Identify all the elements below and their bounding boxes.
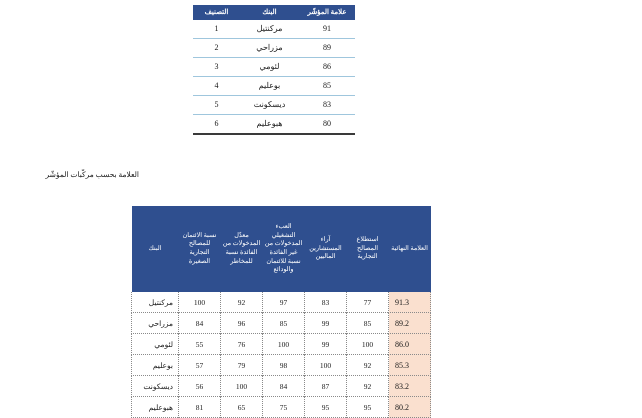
table-row: 86.0 100 99 100 76 55 لئومي [131,333,431,355]
detail-header-advisors-opinion: آراء المستشارين الماليين [304,206,347,292]
ranking-cell-rank: 3 [193,56,240,77]
detail-cell-advisors-opinion: 87 [304,375,347,397]
table-row: 89 مزراحي 2 [193,37,355,58]
bank-index-ranking-table: علامة المؤشّر البنك التصنيف 91 مركنتيل 1… [193,5,355,135]
table-row: 83.2 92 87 84 100 56 ديسكونت [131,375,431,397]
ranking-cell-score: 89 [299,37,355,58]
chart-caption: العلامة بحسب مركّبات المؤشّر [45,170,139,179]
detail-cell-advisors-opinion: 99 [304,333,347,355]
detail-table-container: العلامة النهائية استطلاع المصالح التجاري… [131,206,431,418]
detail-table-head: العلامة النهائية استطلاع المصالح التجاري… [131,206,431,292]
ranking-cell-rank: 4 [193,75,240,96]
ranking-table-head: علامة المؤشّر البنك التصنيف [193,5,355,20]
detail-cell-business-survey: 92 [346,354,389,376]
detail-cell-operating-burden: 97 [262,292,305,313]
table-row: 80.2 95 95 75 65 81 هبوعليم [131,396,431,418]
detail-cell-bank: بوعليم [131,354,179,376]
detail-cell-small-business-credit: 100 [178,292,221,313]
ranking-cell-score: 86 [299,56,355,77]
ranking-cell-bank: مركنتيل [256,24,283,34]
ranking-cell-score: 80 [299,113,355,135]
detail-header-final-score: العلامة النهائية [388,206,431,292]
detail-cell-bank: مركنتيل [131,292,179,313]
ranking-cell-bank: مزراحي [240,37,299,58]
detail-header-business-survey: استطلاع المصالح التجارية [346,206,389,292]
ranking-table-container: علامة المؤشّر البنك التصنيف 91 مركنتيل 1… [193,5,355,135]
detail-cell-operating-burden: 100 [262,333,305,355]
detail-header-operating-burden: العبء التشغيلي المدخولات من غير الفائدة … [262,206,305,292]
detail-cell-interest-income-rate: 65 [220,396,263,418]
detail-cell-small-business-credit: 57 [178,354,221,376]
ranking-cell-score: 91 [323,24,331,34]
detail-header-interest-income-rate: معدّل المدخولات من الفائدة نسبة للمخاطر [220,206,263,292]
ranking-header-row: علامة المؤشّر البنك التصنيف [193,5,355,20]
table-row: 89.2 85 99 85 96 84 مزراحي [131,312,431,334]
ranking-cell-bank: لئومي [240,56,299,77]
detail-cell-final-score: 83.2 [388,375,431,397]
ranking-header-score: علامة المؤشّر [299,5,355,20]
ranking-header-bank: البنك [240,5,299,20]
detail-cell-operating-burden: 75 [262,396,305,418]
detail-cell-small-business-credit: 55 [178,333,221,355]
detail-cell-interest-income-rate: 100 [220,375,263,397]
detail-cell-small-business-credit: 56 [178,375,221,397]
ranking-cell-rank: 2 [193,37,240,58]
detail-cell-advisors-opinion: 100 [304,354,347,376]
detail-cell-operating-burden: 98 [262,354,305,376]
detail-cell-bank: لئومي [131,333,179,355]
detail-cell-advisors-opinion: 83 [304,292,347,313]
detail-cell-operating-burden: 85 [262,312,305,334]
ranking-cell-rank: 1 [214,24,219,34]
detail-header-row: العلامة النهائية استطلاع المصالح التجاري… [131,206,431,292]
detail-cell-small-business-credit: 81 [178,396,221,418]
table-row: 85 بوعليم 4 [193,75,355,96]
detail-cell-operating-burden: 84 [262,375,305,397]
detail-cell-final-score: 80.2 [388,396,431,418]
ranking-header-rank: التصنيف [193,5,240,20]
detail-cell-final-score: 86.0 [388,333,431,355]
table-row: 86 لئومي 3 [193,56,355,77]
ranking-cell-bank: بوعليم [240,75,299,96]
detail-cell-final-score: 85.3 [388,354,431,376]
table-row: 91 مركنتيل 1 [193,20,355,39]
detail-cell-interest-income-rate: 96 [220,312,263,334]
detail-header-bank: البنك [131,206,179,292]
index-components-table: العلامة النهائية استطلاع المصالح التجاري… [131,206,431,418]
detail-cell-business-survey: 95 [346,396,389,418]
ranking-table-body: 91 مركنتيل 1 89 مزراحي 2 86 لئومي 3 85 ب… [193,20,355,135]
detail-cell-advisors-opinion: 95 [304,396,347,418]
table-row: 80 هبوعليم 6 [193,113,355,135]
detail-cell-bank: هبوعليم [131,396,179,418]
ranking-cell-score: 83 [299,94,355,115]
detail-cell-business-survey: 92 [346,375,389,397]
ranking-cell-bank: هبوعليم [240,113,299,135]
ranking-cell-score: 85 [299,75,355,96]
table-row: 85.3 92 100 98 79 57 بوعليم [131,354,431,376]
table-row: 91.3 77 83 97 92 100 مركنتيل [131,292,431,313]
detail-header-small-business-credit: نسبة الائتمان للمصالح التجارية الصغيرة [178,206,221,292]
detail-cell-business-survey: 77 [346,292,389,313]
table-row: 83 ديسكونت 5 [193,94,355,115]
detail-cell-interest-income-rate: 76 [220,333,263,355]
detail-cell-bank: ديسكونت [131,375,179,397]
detail-cell-business-survey: 85 [346,312,389,334]
ranking-cell-rank: 5 [193,94,240,115]
ranking-cell-rank: 6 [193,113,240,135]
detail-cell-interest-income-rate: 79 [220,354,263,376]
ranking-cell-bank: ديسكونت [240,94,299,115]
detail-table-body: 91.3 77 83 97 92 100 مركنتيل 89.2 85 99 … [131,292,431,418]
detail-cell-small-business-credit: 84 [178,312,221,334]
detail-cell-business-survey: 100 [346,333,389,355]
detail-cell-interest-income-rate: 92 [220,292,263,313]
detail-cell-final-score: 89.2 [388,312,431,334]
detail-cell-final-score: 91.3 [388,292,431,313]
detail-cell-advisors-opinion: 99 [304,312,347,334]
detail-cell-bank: مزراحي [131,312,179,334]
